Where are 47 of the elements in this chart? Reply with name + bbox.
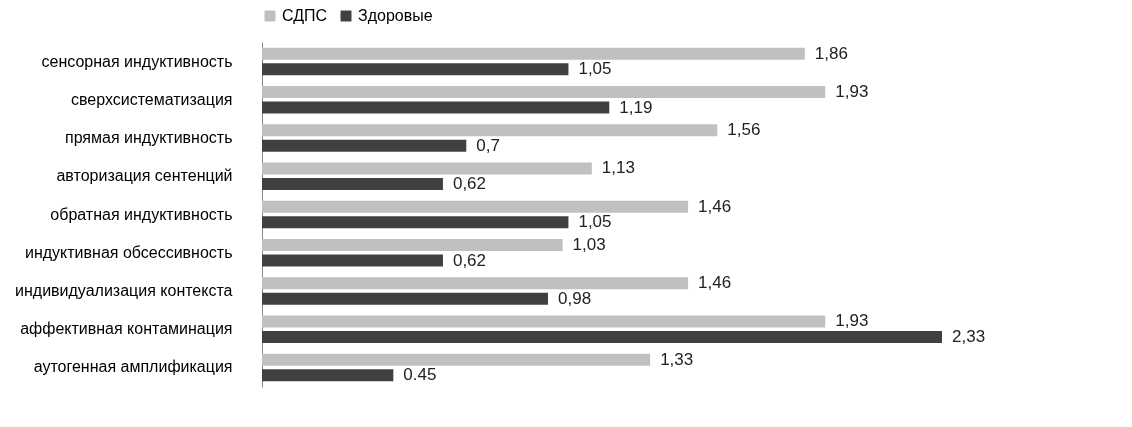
data-label: 1,86 (814, 43, 848, 63)
bar (262, 331, 942, 344)
data-label: 0.45 (403, 365, 437, 385)
data-label: 0,62 (452, 174, 487, 194)
data-label: 1,05 (578, 59, 612, 79)
y-tick-label: сенсорная индуктивность (41, 52, 233, 70)
bar (262, 47, 805, 60)
data-label: 1,13 (601, 158, 635, 178)
data-label: 0,98 (558, 288, 592, 308)
bar (262, 216, 569, 229)
bar (262, 162, 592, 175)
bar (262, 124, 718, 137)
data-label: 1,56 (727, 120, 761, 140)
data-label: 2,33 (952, 327, 986, 347)
bar (262, 315, 826, 328)
bar (262, 238, 563, 251)
legend-label: Здоровые (358, 7, 433, 24)
y-tick-label: прямая индуктивность (64, 129, 233, 146)
data-label: 1,19 (619, 97, 653, 117)
bar (262, 254, 443, 267)
data-label: 1,46 (698, 196, 732, 216)
bar (262, 200, 689, 213)
data-label: 0,7 (476, 135, 500, 155)
bar (262, 85, 826, 98)
bar (262, 353, 651, 366)
bar (262, 369, 394, 382)
y-tick-label: сверхсистематизация (70, 90, 233, 108)
data-label: 1,05 (578, 212, 612, 232)
data-label: 1,46 (698, 273, 732, 293)
y-tick-label: обратная индуктивность (50, 205, 233, 223)
legend-label: СДПС (282, 7, 328, 24)
y-tick-label: индуктивная обсессивность (24, 243, 233, 261)
bar (262, 178, 443, 191)
bar (262, 277, 689, 290)
data-label: 1,03 (572, 234, 606, 254)
y-tick-label: аффективная контаминация (20, 320, 233, 338)
y-tick-label: индивидуализация контекста (15, 282, 233, 299)
bar (262, 63, 569, 76)
data-label: 1,33 (660, 349, 694, 369)
data-label: 1,93 (835, 81, 869, 101)
bar (262, 292, 549, 305)
bar (262, 101, 610, 114)
y-tick-label: авторизация сентенций (56, 167, 233, 185)
data-label: 0,62 (452, 250, 487, 270)
data-label: 1,93 (835, 311, 869, 331)
bar (262, 139, 467, 152)
y-tick-label: аутогенная амплификация (33, 358, 233, 376)
